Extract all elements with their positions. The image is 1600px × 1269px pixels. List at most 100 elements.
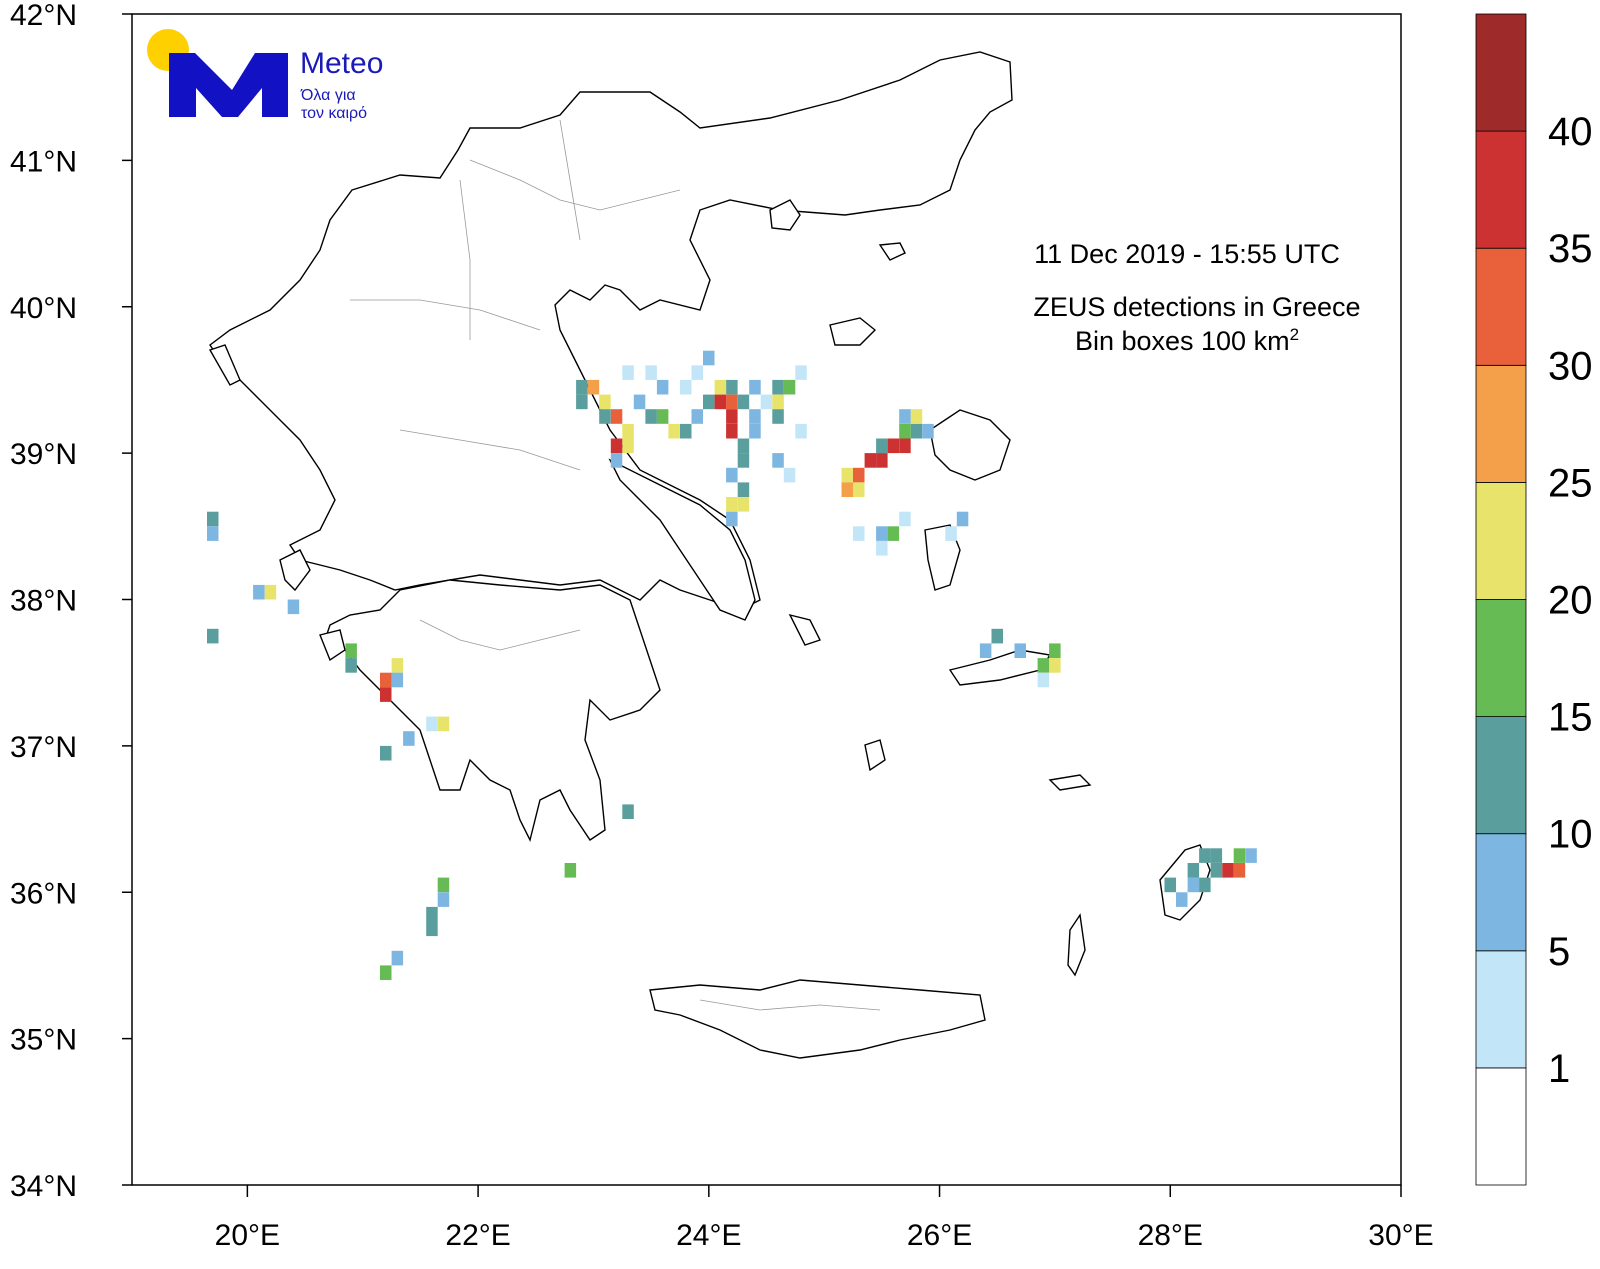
bin-5: [703, 350, 715, 366]
lesvos-coast: [929, 409, 1011, 481]
colorbar-label-8: 40: [1548, 110, 1593, 154]
bin-46: [749, 423, 761, 439]
colorbar-seg-2: [1475, 833, 1527, 952]
bin-104: [1187, 863, 1200, 878]
bin-33: [772, 394, 784, 410]
bin-87: [979, 643, 992, 658]
y-axis: 34°N 35°N 36°N 37°N 38°N 39°N 40°N 41°N 42°N: [10, 0, 132, 1203]
bin-58: [841, 467, 853, 483]
bin-26: [714, 379, 727, 395]
y-tick-label-5: 39°N: [10, 438, 77, 471]
land-layer: [208, 51, 1211, 1059]
bin-10: [783, 379, 796, 395]
zakynthos-coast: [319, 629, 346, 662]
bin-44: [783, 467, 796, 483]
y-tick-label-2: 36°N: [10, 877, 77, 910]
bin-53: [887, 438, 900, 454]
colorbar-label-0: 1: [1548, 1047, 1570, 1091]
bin-30: [714, 394, 727, 410]
colorbar-label-2: 10: [1548, 813, 1593, 857]
bin-23: [587, 379, 600, 395]
bin-59: [841, 482, 853, 497]
bin-89: [1049, 643, 1061, 658]
bin-22: [703, 394, 715, 410]
bin-78: [380, 672, 392, 688]
bin-31: [737, 394, 750, 410]
bin-105: [437, 877, 450, 893]
bin-95: [1233, 848, 1246, 863]
bin-96: [1245, 848, 1257, 863]
bin-56: [864, 453, 877, 468]
bin-1: [645, 365, 657, 380]
meteo-logo: Meteo Όλα για τον καιρό: [147, 29, 383, 122]
bin-27: [726, 394, 738, 410]
bin-35: [610, 438, 623, 454]
bin-99: [1210, 863, 1223, 878]
bin-57: [853, 467, 865, 483]
bin-32: [749, 409, 761, 424]
timestamp-text: 11 Dec 2019 - 15:55 UTC: [1034, 239, 1340, 269]
bin-51: [910, 423, 923, 439]
thasos-coast: [769, 199, 801, 231]
bin-81: [391, 672, 404, 688]
bin-111: [564, 863, 577, 878]
bin-68: [945, 526, 957, 541]
bin-64: [887, 526, 900, 541]
y-tick-label-7: 41°N: [10, 145, 77, 178]
samos-coast: [948, 649, 1052, 686]
bin-93: [1199, 848, 1211, 863]
logo-tagline-1: Όλα για: [300, 87, 356, 104]
bin-63: [899, 511, 911, 527]
colorbar-seg-9: [1475, 13, 1527, 132]
bin-14: [610, 409, 623, 424]
bin-65: [876, 526, 888, 541]
bin-48: [795, 423, 807, 439]
bin-47: [772, 409, 784, 424]
bin-25: [633, 394, 646, 410]
colorbar-label-5: 25: [1548, 461, 1593, 505]
colorbar-seg-6: [1475, 364, 1527, 483]
y-tick-label-8: 42°N: [10, 0, 77, 32]
logo-tagline-2: τον καιρό: [301, 105, 367, 122]
y-tick-label-1: 35°N: [10, 1024, 77, 1057]
colorbar-seg-0: [1475, 1067, 1527, 1186]
kos-coast: [1048, 774, 1092, 791]
kefalonia-coast: [279, 549, 311, 592]
andros-coast: [788, 613, 821, 646]
bin-80: [391, 658, 404, 673]
bin-103: [1164, 877, 1176, 893]
bin-40: [737, 482, 750, 497]
regional-borders: [350, 119, 881, 1011]
bin-67: [956, 511, 969, 527]
bin-11: [795, 365, 807, 380]
bin-108: [426, 921, 438, 937]
bin-50: [899, 409, 911, 424]
evia-coast: [608, 458, 756, 621]
bin-4: [691, 365, 703, 380]
bin-94: [1210, 848, 1223, 863]
bin-45: [737, 438, 750, 454]
logo-m-icon: [169, 53, 288, 117]
bin-72: [287, 599, 300, 615]
colorbar-seg-3: [1475, 716, 1527, 835]
colorbar-seg-7: [1475, 247, 1527, 366]
colorbar-seg-1: [1475, 950, 1527, 1069]
title-line-2-sup: 2: [1290, 325, 1299, 344]
bin-83: [426, 716, 438, 732]
corfu-coast: [208, 344, 241, 386]
bin-107: [426, 906, 438, 922]
bin-61: [899, 438, 911, 454]
bin-41: [726, 467, 738, 483]
bin-6: [726, 379, 738, 395]
bin-3: [680, 379, 692, 395]
title-line-2-main: Bin boxes 100 km: [1075, 326, 1290, 356]
bin-49: [910, 409, 923, 424]
x-tick-label-5: 30°E: [1368, 1219, 1433, 1252]
bin-36: [610, 453, 623, 468]
bin-39: [726, 511, 738, 527]
bin-79: [380, 687, 392, 702]
chios-coast: [924, 524, 961, 591]
bin-73: [207, 628, 219, 644]
bin-112: [622, 804, 634, 819]
